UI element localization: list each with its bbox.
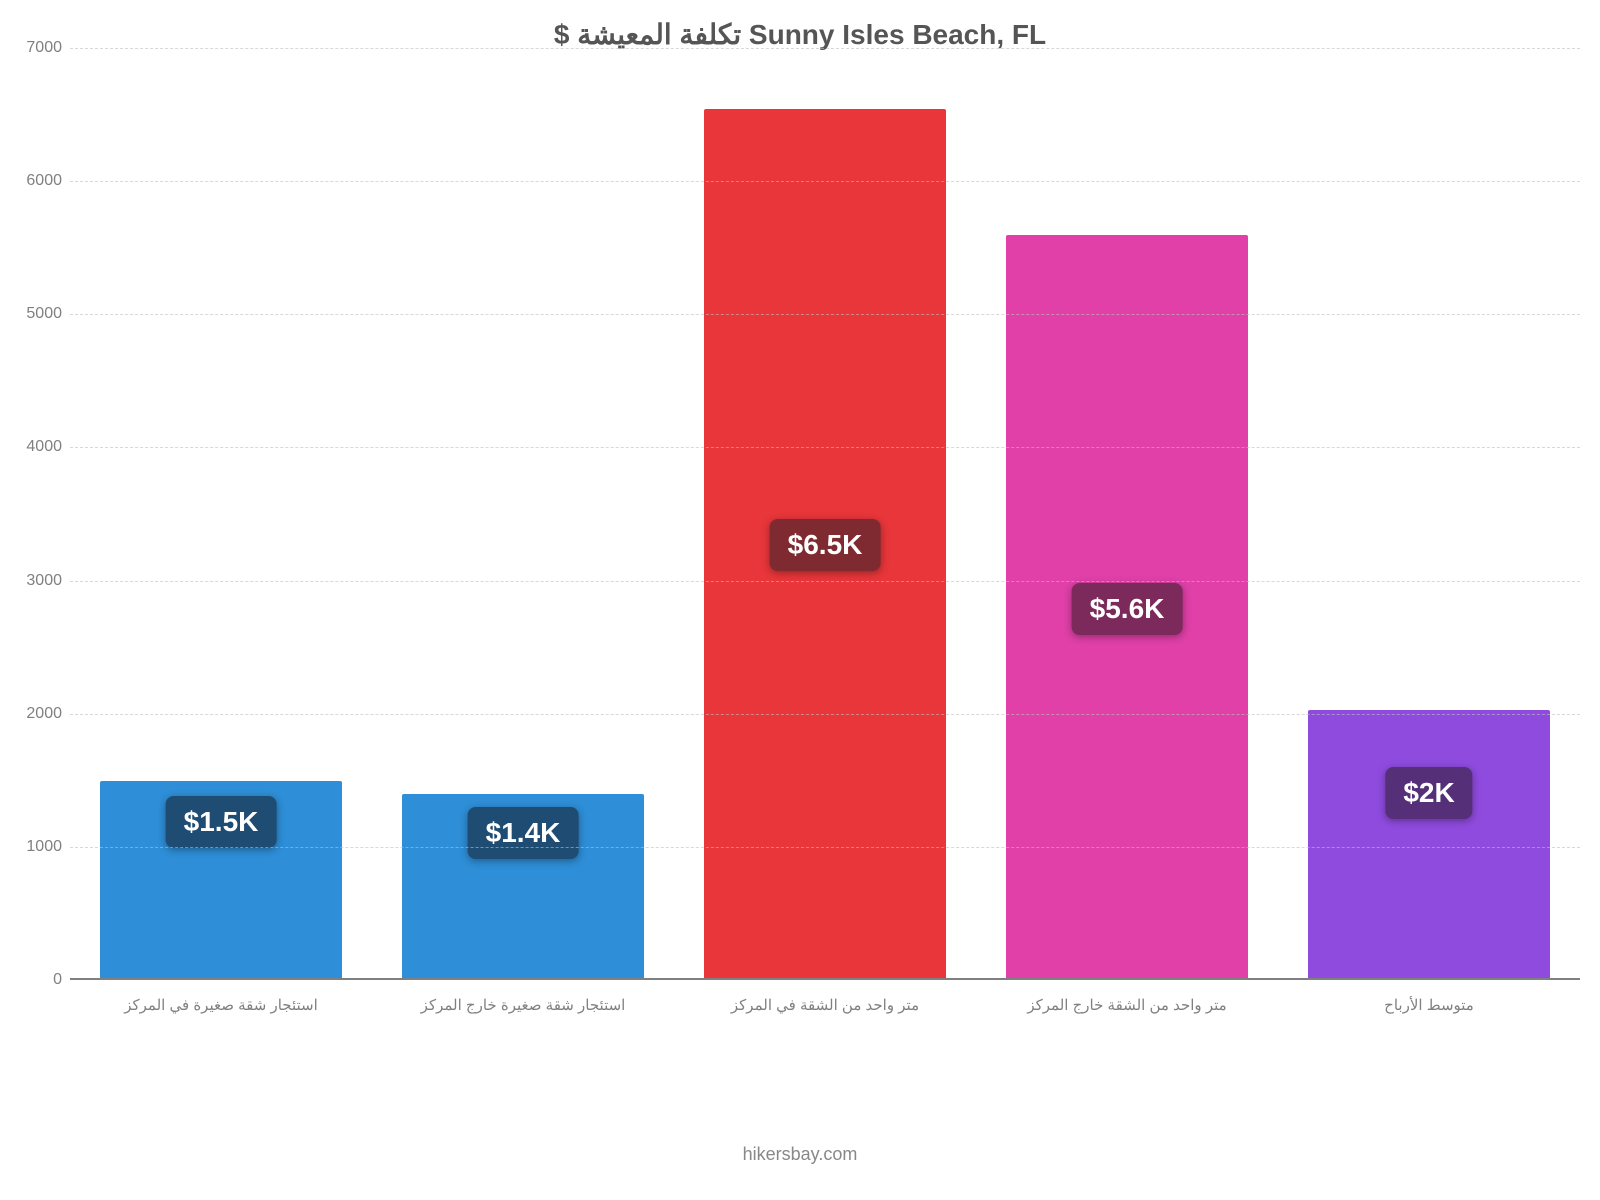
y-tick-label: 2000 [26, 705, 62, 723]
y-tick-label: 5000 [26, 305, 62, 323]
gridline [70, 314, 1580, 315]
y-tick-label: 3000 [26, 572, 62, 590]
y-tick-label: 0 [53, 971, 62, 989]
gridline [70, 581, 1580, 582]
x-tick-label: متر واحد من الشقة في المركز [731, 996, 919, 1014]
x-tick-label: استئجار شقة صغيرة في المركز [124, 996, 318, 1014]
gridline [70, 847, 1580, 848]
value-badge: $2K [1385, 767, 1472, 819]
value-badge: $6.5K [770, 519, 881, 571]
value-badge: $5.6K [1072, 583, 1183, 635]
gridline [70, 181, 1580, 182]
y-tick-label: 7000 [26, 39, 62, 57]
chart-title: Sunny Isles Beach, FL تكلفة المعيشة $ [0, 18, 1600, 51]
x-tick-label: متوسط الأرباح [1384, 996, 1474, 1014]
y-tick-label: 6000 [26, 172, 62, 190]
x-axis-labels: استئجار شقة صغيرة في المركز استئجار شقة ص… [70, 990, 1580, 1040]
gridline [70, 48, 1580, 49]
bars-layer: $1.5K $1.4K $6.5K $5.6K $2K [70, 48, 1580, 978]
plot-area: $1.5K $1.4K $6.5K $5.6K $2K [70, 48, 1580, 980]
x-tick-label: استئجار شقة صغيرة خارج المركز [421, 996, 626, 1014]
chart-footer: hikersbay.com [0, 1144, 1600, 1165]
gridline [70, 447, 1580, 448]
gridline [70, 714, 1580, 715]
x-tick-label: متر واحد من الشقة خارج المركز [1027, 996, 1226, 1014]
y-tick-label: 4000 [26, 438, 62, 456]
y-axis: 01000200030004000500060007000 [0, 48, 70, 980]
value-badge: $1.4K [468, 807, 579, 859]
y-tick-label: 1000 [26, 838, 62, 856]
value-badge: $1.5K [166, 796, 277, 848]
bar [1308, 710, 1550, 978]
cost-of-living-chart: Sunny Isles Beach, FL تكلفة المعيشة $ 0 1… [0, 0, 1600, 1200]
